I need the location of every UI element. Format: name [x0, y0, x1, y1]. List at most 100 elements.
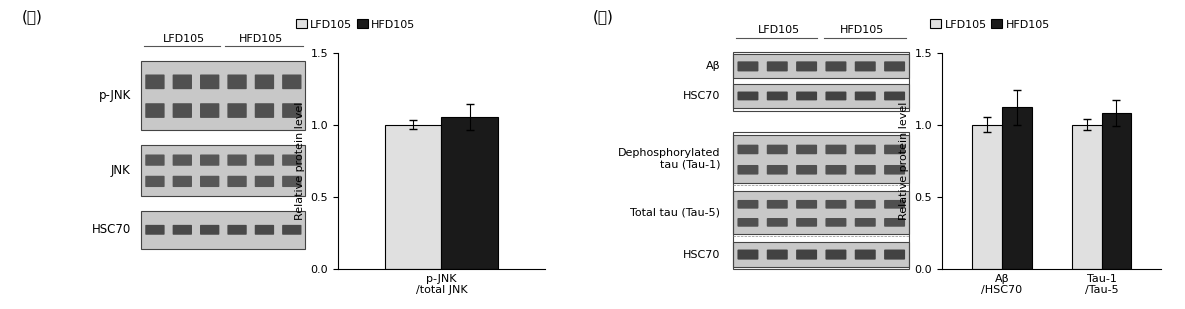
FancyBboxPatch shape [796, 145, 818, 154]
FancyBboxPatch shape [737, 91, 758, 100]
FancyBboxPatch shape [884, 145, 905, 154]
FancyBboxPatch shape [796, 218, 818, 227]
FancyBboxPatch shape [173, 154, 192, 166]
FancyBboxPatch shape [282, 225, 301, 235]
Text: Dephosphorylated
tau (Tau-1): Dephosphorylated tau (Tau-1) [619, 148, 720, 170]
FancyBboxPatch shape [826, 250, 846, 260]
FancyBboxPatch shape [173, 74, 192, 89]
FancyBboxPatch shape [173, 103, 192, 118]
FancyBboxPatch shape [737, 165, 758, 175]
FancyBboxPatch shape [796, 91, 818, 100]
Y-axis label: Relative protein level: Relative protein level [899, 101, 909, 220]
FancyBboxPatch shape [884, 218, 905, 227]
FancyBboxPatch shape [767, 165, 788, 175]
Bar [1001, 107, 1032, 269]
FancyBboxPatch shape [146, 225, 165, 235]
FancyBboxPatch shape [767, 218, 788, 227]
Y-axis label: Relative protein level: Relative protein level [295, 101, 305, 220]
Text: HFD105: HFD105 [239, 34, 283, 44]
Text: HSC70: HSC70 [91, 223, 130, 236]
FancyBboxPatch shape [767, 145, 788, 154]
FancyBboxPatch shape [200, 74, 219, 89]
FancyBboxPatch shape [854, 250, 876, 260]
Legend: LFD105, HFD105: LFD105, HFD105 [292, 15, 419, 34]
FancyBboxPatch shape [146, 176, 165, 187]
FancyBboxPatch shape [200, 176, 219, 187]
Text: LFD105: LFD105 [758, 25, 800, 36]
Text: p-JNK: p-JNK [98, 89, 130, 102]
FancyBboxPatch shape [854, 61, 876, 71]
FancyBboxPatch shape [796, 250, 818, 260]
FancyBboxPatch shape [255, 154, 274, 166]
FancyBboxPatch shape [737, 200, 758, 209]
FancyBboxPatch shape [228, 176, 246, 187]
FancyBboxPatch shape [826, 145, 846, 154]
FancyBboxPatch shape [146, 103, 165, 118]
Text: (Ｂ): (Ｂ) [592, 9, 614, 24]
Bar [141, 145, 306, 196]
FancyBboxPatch shape [173, 176, 192, 187]
FancyBboxPatch shape [884, 61, 905, 71]
FancyBboxPatch shape [826, 165, 846, 175]
FancyBboxPatch shape [854, 145, 876, 154]
FancyBboxPatch shape [146, 154, 165, 166]
FancyBboxPatch shape [228, 154, 246, 166]
Bar [734, 132, 909, 269]
FancyBboxPatch shape [826, 200, 846, 209]
FancyBboxPatch shape [282, 74, 301, 89]
Bar [1102, 113, 1132, 269]
FancyBboxPatch shape [282, 154, 301, 166]
Bar [734, 84, 909, 108]
FancyBboxPatch shape [767, 61, 788, 71]
FancyBboxPatch shape [228, 74, 246, 89]
FancyBboxPatch shape [146, 74, 165, 89]
FancyBboxPatch shape [767, 250, 788, 260]
FancyBboxPatch shape [767, 200, 788, 209]
Text: JNK: JNK [111, 164, 130, 177]
FancyBboxPatch shape [826, 91, 846, 100]
Bar [734, 52, 909, 111]
Bar [441, 117, 498, 269]
Text: HSC70: HSC70 [683, 91, 720, 101]
FancyBboxPatch shape [200, 225, 219, 235]
FancyBboxPatch shape [737, 145, 758, 154]
Bar [734, 191, 909, 235]
FancyBboxPatch shape [826, 218, 846, 227]
FancyBboxPatch shape [228, 103, 246, 118]
FancyBboxPatch shape [796, 61, 818, 71]
FancyBboxPatch shape [796, 165, 818, 175]
Text: LFD105: LFD105 [162, 34, 205, 44]
Text: HSC70: HSC70 [683, 250, 720, 260]
Bar [734, 135, 909, 183]
Text: Total tau (Tau-5): Total tau (Tau-5) [630, 208, 720, 218]
Bar [1071, 125, 1102, 269]
Bar [734, 243, 909, 267]
Text: Aβ: Aβ [706, 61, 720, 71]
Bar [385, 125, 441, 269]
Bar [734, 54, 909, 78]
FancyBboxPatch shape [255, 225, 274, 235]
FancyBboxPatch shape [282, 103, 301, 118]
FancyBboxPatch shape [854, 165, 876, 175]
FancyBboxPatch shape [255, 103, 274, 118]
FancyBboxPatch shape [200, 103, 219, 118]
Text: HFD105: HFD105 [840, 25, 884, 36]
FancyBboxPatch shape [854, 218, 876, 227]
FancyBboxPatch shape [228, 225, 246, 235]
FancyBboxPatch shape [737, 250, 758, 260]
FancyBboxPatch shape [884, 250, 905, 260]
FancyBboxPatch shape [884, 200, 905, 209]
FancyBboxPatch shape [796, 200, 818, 209]
Legend: LFD105, HFD105: LFD105, HFD105 [925, 15, 1055, 34]
FancyBboxPatch shape [200, 154, 219, 166]
FancyBboxPatch shape [255, 176, 274, 187]
Bar [972, 125, 1001, 269]
Text: (Ａ): (Ａ) [21, 9, 43, 24]
FancyBboxPatch shape [737, 218, 758, 227]
FancyBboxPatch shape [173, 225, 192, 235]
Bar [141, 61, 306, 130]
FancyBboxPatch shape [737, 61, 758, 71]
FancyBboxPatch shape [884, 165, 905, 175]
Bar [141, 211, 306, 249]
FancyBboxPatch shape [255, 74, 274, 89]
